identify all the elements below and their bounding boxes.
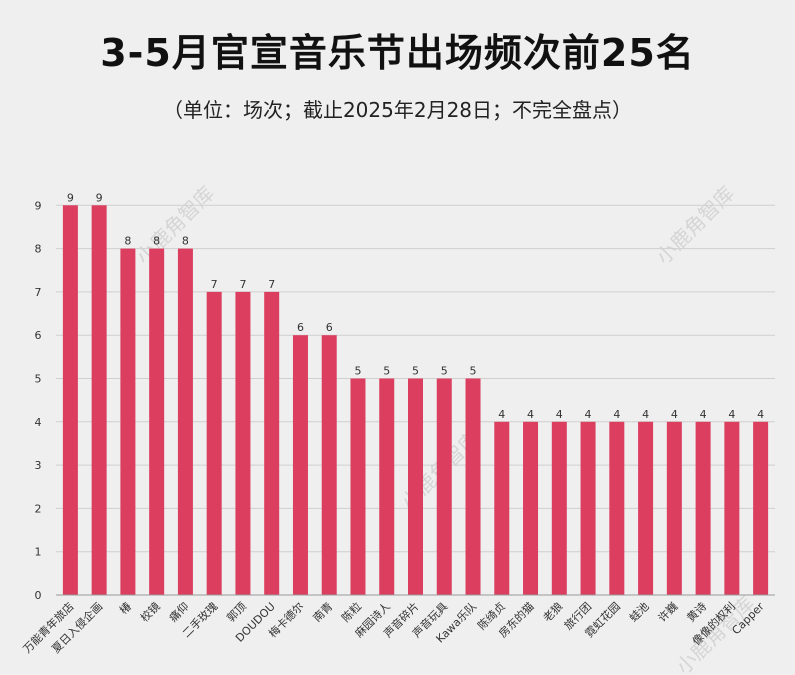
data-label: 4	[728, 408, 735, 421]
y-tick-label: 8	[35, 243, 42, 256]
data-labels: 9 9 8 8 8 7 7 7 6 6 5 5 5 5 5 4 4 4 4 4 4 4 4 4 4	[67, 191, 764, 420]
x-tick-label: 郭顶	[224, 600, 249, 625]
x-tick-label: 蛙池	[627, 600, 652, 625]
bar	[177, 248, 193, 595]
y-tick-label: 2	[35, 502, 42, 515]
bar	[523, 421, 539, 595]
x-tick-label: 椿	[117, 600, 134, 617]
data-label: 5	[441, 365, 448, 378]
data-label: 4	[498, 408, 505, 421]
bar	[465, 378, 481, 595]
bar	[292, 335, 308, 595]
bars	[62, 205, 769, 596]
chart-title: 3-5月官宣音乐节出场频次前25名	[100, 31, 695, 75]
bar	[62, 205, 78, 596]
x-tick-label: 南青	[311, 600, 336, 625]
data-label: 8	[182, 235, 189, 248]
bar	[206, 291, 222, 595]
data-label: 7	[239, 278, 246, 291]
y-tick-label: 3	[35, 459, 42, 472]
x-tick-label: 老狼	[540, 599, 565, 624]
x-tick-label: 痛仰	[166, 599, 191, 624]
bar	[321, 335, 337, 595]
data-label: 4	[671, 408, 678, 421]
data-label: 6	[297, 321, 304, 334]
bar	[149, 248, 165, 595]
data-label: 4	[757, 408, 764, 421]
bar	[350, 378, 366, 595]
data-label: 4	[700, 408, 707, 421]
x-tick-label: 黄诗	[684, 599, 709, 624]
watermark-text: 小鹿角智库	[651, 181, 739, 269]
data-label: 4	[642, 408, 649, 421]
y-tick-label: 9	[35, 199, 42, 212]
bar	[666, 421, 682, 595]
bar	[379, 378, 395, 595]
bar	[724, 421, 740, 595]
x-tick-label: 校镜	[137, 599, 162, 624]
data-label: 9	[67, 191, 74, 204]
bar	[580, 421, 596, 595]
x-tick-label: 许巍	[656, 600, 681, 625]
y-tick-label: 7	[35, 286, 42, 299]
data-label: 5	[470, 365, 477, 378]
bar	[91, 205, 107, 596]
y-tick-label: 1	[35, 546, 42, 559]
data-label: 4	[527, 408, 534, 421]
data-label: 4	[613, 408, 620, 421]
bar	[120, 248, 136, 595]
y-tick-label: 0	[35, 589, 42, 602]
bar	[609, 421, 625, 595]
data-label: 8	[124, 235, 131, 248]
data-label: 5	[354, 365, 361, 378]
data-label: 7	[211, 278, 218, 291]
bar	[235, 291, 251, 595]
bar	[638, 421, 654, 595]
data-label: 5	[412, 365, 419, 378]
data-label: 4	[556, 408, 563, 421]
watermark-text: 小鹿角智库	[131, 181, 219, 269]
bar	[436, 378, 452, 595]
chart-subtitle: （单位：场次；截止2025年2月28日；不完全盘点）	[162, 98, 633, 122]
bar	[264, 291, 280, 595]
bar	[551, 421, 567, 595]
bar	[695, 421, 711, 595]
bar	[753, 421, 769, 595]
data-label: 8	[153, 235, 160, 248]
data-label: 5	[383, 365, 390, 378]
data-label: 6	[326, 321, 333, 334]
data-label: 4	[585, 408, 592, 421]
y-tick-label: 4	[35, 416, 42, 429]
bar	[408, 378, 423, 595]
x-tick-label: 陈粒	[339, 599, 364, 624]
y-tick-label: 6	[35, 329, 42, 342]
bar	[494, 421, 510, 595]
data-label: 9	[96, 191, 103, 204]
y-tick-label: 5	[35, 373, 42, 386]
watermark-text: 小鹿角智库	[671, 591, 759, 675]
data-label: 7	[268, 278, 275, 291]
